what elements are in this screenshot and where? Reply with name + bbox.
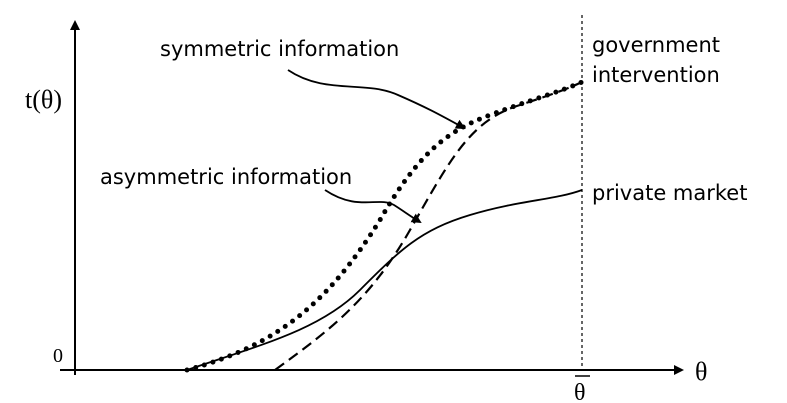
asymmetric-curve <box>274 81 583 371</box>
y-axis-label: t(θ) <box>25 85 62 114</box>
government-label: government <box>592 33 720 57</box>
x-axis-label: θ <box>695 357 707 386</box>
symmetric-pointer <box>287 69 466 129</box>
asymmetric-label: asymmetric information <box>100 165 352 189</box>
government-label: intervention <box>592 63 720 87</box>
symmetric-curve <box>184 79 585 373</box>
private-market-label: private market <box>592 181 747 205</box>
theta-max-label: θ <box>574 380 586 403</box>
private-market-curve <box>186 189 583 371</box>
origin-label: 0 <box>53 345 63 367</box>
symmetric-label: symmetric information <box>160 37 399 61</box>
asymmetric-pointer <box>324 189 422 224</box>
